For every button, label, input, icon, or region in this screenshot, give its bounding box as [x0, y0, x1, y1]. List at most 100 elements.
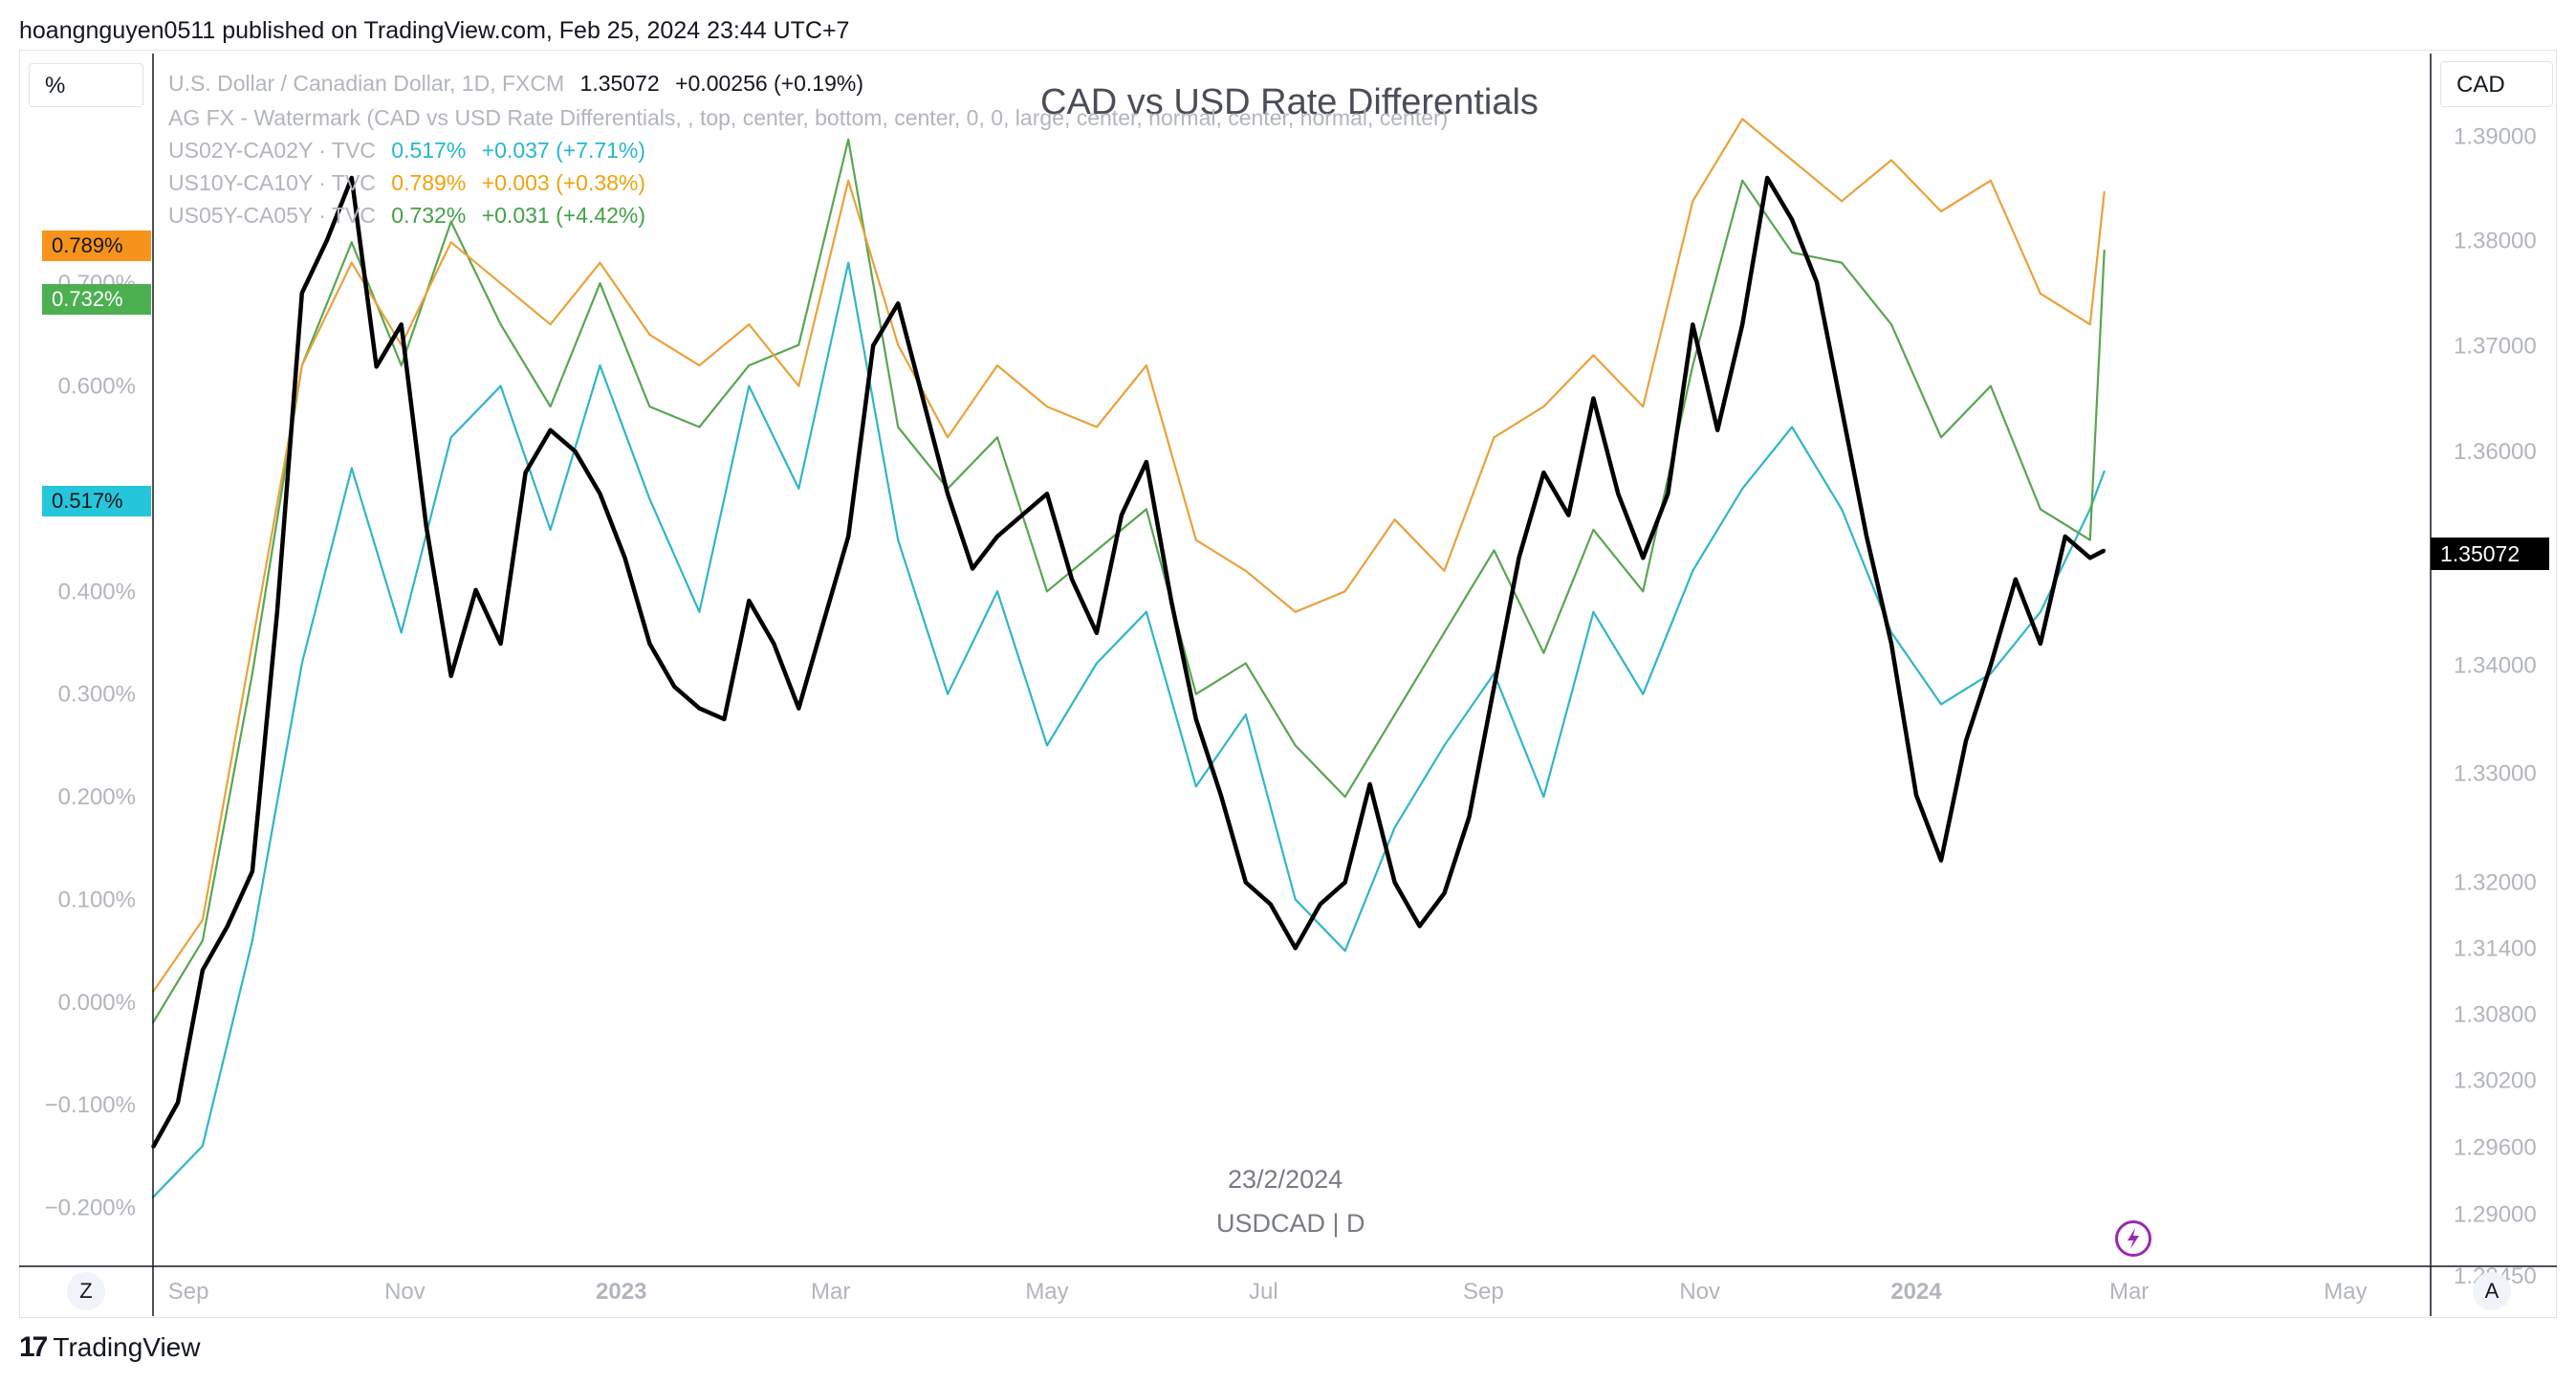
series-point [847, 179, 850, 182]
series-point [1841, 508, 1844, 511]
series-point [400, 364, 403, 367]
legend-row-usdcad[interactable]: U.S. Dollar / Canadian Dollar, 1D, FXCM … [168, 71, 863, 97]
series-point [1840, 407, 1844, 411]
series-point [1542, 651, 1545, 654]
series-point [622, 556, 626, 560]
series-point [598, 492, 601, 495]
series-point [524, 471, 528, 474]
series-point [1194, 692, 1197, 695]
series-point [1145, 460, 1148, 464]
legend-row-us05[interactable]: US05Y-CA05Y · TVC 0.732% +0.031 (+4.42%) [168, 203, 645, 229]
series-point [846, 535, 850, 538]
series-point [797, 487, 800, 490]
percent-scale-button[interactable]: % [29, 63, 143, 107]
axis-layer: 0.900%0.700%0.600%0.400%0.300%0.200%0.10… [19, 54, 2557, 1316]
series-point [2014, 578, 2018, 582]
series-point [1790, 218, 1794, 222]
series-point [1715, 428, 1719, 432]
series-point [1343, 880, 1347, 884]
series-point [1989, 179, 1992, 182]
x-tick-label: Sep [168, 1279, 209, 1305]
left-tick-label: 0.000% [58, 990, 136, 1016]
right-tick-label: 1.39000 [2454, 124, 2537, 150]
legend-row-us10[interactable]: US10Y-CA10Y · TVC 0.789% +0.003 (+0.38%) [168, 170, 645, 196]
series-point [1989, 384, 1992, 387]
series-point [176, 1101, 180, 1105]
series-point [275, 609, 279, 613]
currency-scale-button[interactable]: CAD [2440, 61, 2553, 107]
series-point [2103, 249, 2106, 252]
left-tick-label: −0.100% [45, 1092, 136, 1118]
series-point [1865, 535, 1868, 538]
series-point [1294, 744, 1297, 747]
series-point [772, 642, 775, 646]
series-point [1169, 599, 1173, 603]
zoom-button[interactable]: Z [67, 1272, 105, 1310]
series-line-usdcad [151, 175, 2106, 1149]
series-point [697, 707, 701, 711]
series-point [1517, 556, 1520, 560]
series-point [2088, 323, 2091, 326]
legend-name: US05Y-CA05Y · TVC [168, 203, 376, 228]
series-point [325, 239, 329, 243]
series-point [375, 364, 379, 368]
legend-row-watermark[interactable]: AG FX - Watermark (CAD vs USD Rate Diffe… [168, 105, 1448, 131]
series-point [698, 610, 701, 613]
right-tick-label: 1.30800 [2454, 1001, 2537, 1027]
series-point [474, 588, 478, 592]
series-point [1492, 685, 1495, 689]
series-point [647, 642, 651, 646]
series-point [2088, 538, 2091, 541]
series-point [1541, 471, 1545, 474]
x-tick-label: 2024 [1890, 1279, 1942, 1305]
series-point [1443, 744, 1446, 747]
series-line-us02y-ca02y [152, 261, 2106, 1198]
x-tick-label: Nov [384, 1279, 426, 1305]
x-tick-label: May [2324, 1279, 2367, 1305]
series-point [350, 176, 354, 180]
series-point [1841, 200, 1844, 203]
series-point [549, 528, 552, 531]
series-point [449, 674, 453, 678]
series-point [1841, 261, 1844, 264]
chart-frame [19, 50, 2557, 1318]
series-point [1791, 426, 1794, 428]
badge-us02: 0.517% [42, 486, 151, 516]
series-point [400, 322, 404, 326]
auto-scale-button[interactable]: A [2473, 1272, 2511, 1310]
series-point [1219, 793, 1223, 797]
series-line-us10y-ca10y [152, 118, 2106, 993]
series-point [698, 364, 701, 367]
x-tick-label: 2023 [596, 1279, 646, 1305]
series-point [921, 396, 925, 400]
series-point [1692, 569, 1694, 572]
badge-us10: 0.789% [42, 230, 151, 261]
series-point [672, 685, 676, 689]
series-point [1542, 406, 1545, 408]
series-point [1741, 179, 1744, 182]
series-point [251, 869, 254, 873]
series-point [1592, 354, 1595, 357]
x-tick-label: Sep [1463, 1279, 1504, 1305]
series-point [1890, 323, 1893, 326]
series-point [1145, 610, 1147, 613]
series-point [1368, 782, 1372, 786]
x-tick-label: Mar [811, 1279, 850, 1305]
series-point [946, 492, 950, 495]
right-tick-label: 1.36000 [2454, 439, 2537, 465]
series-point [1244, 662, 1247, 665]
series-point [499, 384, 502, 387]
series-point [1889, 642, 1893, 646]
series-point [1244, 569, 1247, 572]
legend-row-us02[interactable]: US02Y-CA02Y · TVC 0.517% +0.037 (+7.71%) [168, 138, 645, 164]
series-point [2063, 535, 2067, 538]
series-point [350, 261, 353, 264]
brand-name: TradingView [53, 1332, 201, 1362]
right-tick-label: 1.37000 [2454, 333, 2537, 359]
series-point [201, 939, 204, 942]
lightning-icon[interactable] [2115, 1220, 2151, 1257]
series-point [947, 692, 950, 695]
series-point [1468, 815, 1472, 819]
series-point [996, 590, 999, 593]
series-point [1194, 785, 1197, 788]
